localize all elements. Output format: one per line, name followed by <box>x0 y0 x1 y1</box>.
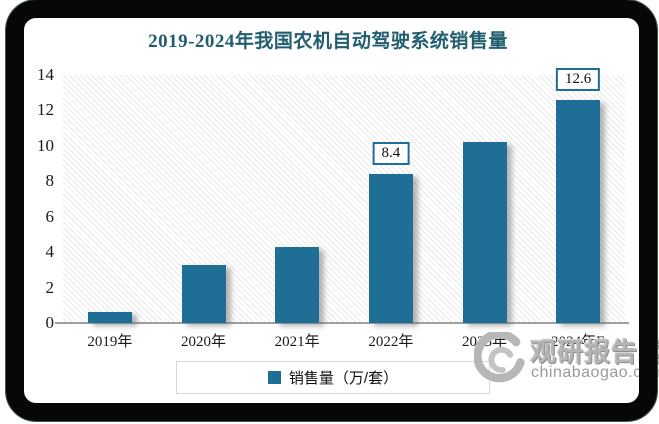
y-axis: 0 2 4 6 8 10 12 14 <box>0 65 55 332</box>
legend-swatch <box>267 371 281 384</box>
x-axis-line <box>55 322 629 324</box>
x-tick-label: 2020年 <box>180 334 226 350</box>
bar <box>181 265 226 323</box>
x-tick-label: 2024年E <box>551 334 606 350</box>
watermark-domain: chinabaogao.com <box>531 364 659 381</box>
x-tick-label: 2019年 <box>87 334 133 350</box>
bar-value-label: 8.4 <box>372 142 410 165</box>
bar <box>275 247 320 323</box>
y-tick-label: 12 <box>37 100 54 120</box>
y-tick-label: 0 <box>45 313 55 332</box>
watermark: 观研报告网 chinabaogao.com <box>474 330 659 392</box>
plot-area: 8.4 12.6 <box>55 68 629 324</box>
bar <box>87 312 132 323</box>
y-tick-label: 14 <box>37 65 54 84</box>
y-tick-label: 6 <box>45 206 55 226</box>
y-tick-label: 4 <box>45 242 55 262</box>
brand-swirl-icon <box>474 332 525 383</box>
legend-label: 销售量（万/套） <box>288 370 399 387</box>
bar <box>556 100 601 323</box>
y-tick-label: 2 <box>45 277 55 297</box>
x-tick-label: 2022年 <box>368 334 414 350</box>
chart-title: 2019-2024年我国农机自动驾驶系统销售量 <box>148 31 508 52</box>
bar <box>368 174 413 323</box>
y-tick-label: 10 <box>37 135 54 155</box>
watermark-brand: 观研报告网 <box>530 337 659 367</box>
x-axis: 2019年 2020年 2021年 2022年 2023年 2024年E <box>63 330 625 352</box>
bar <box>462 142 507 323</box>
y-tick-label: 8 <box>45 171 55 191</box>
x-tick-label: 2021年 <box>274 334 320 350</box>
legend: 销售量（万/套） <box>176 361 490 394</box>
bar-value-label: 12.6 <box>556 68 601 91</box>
